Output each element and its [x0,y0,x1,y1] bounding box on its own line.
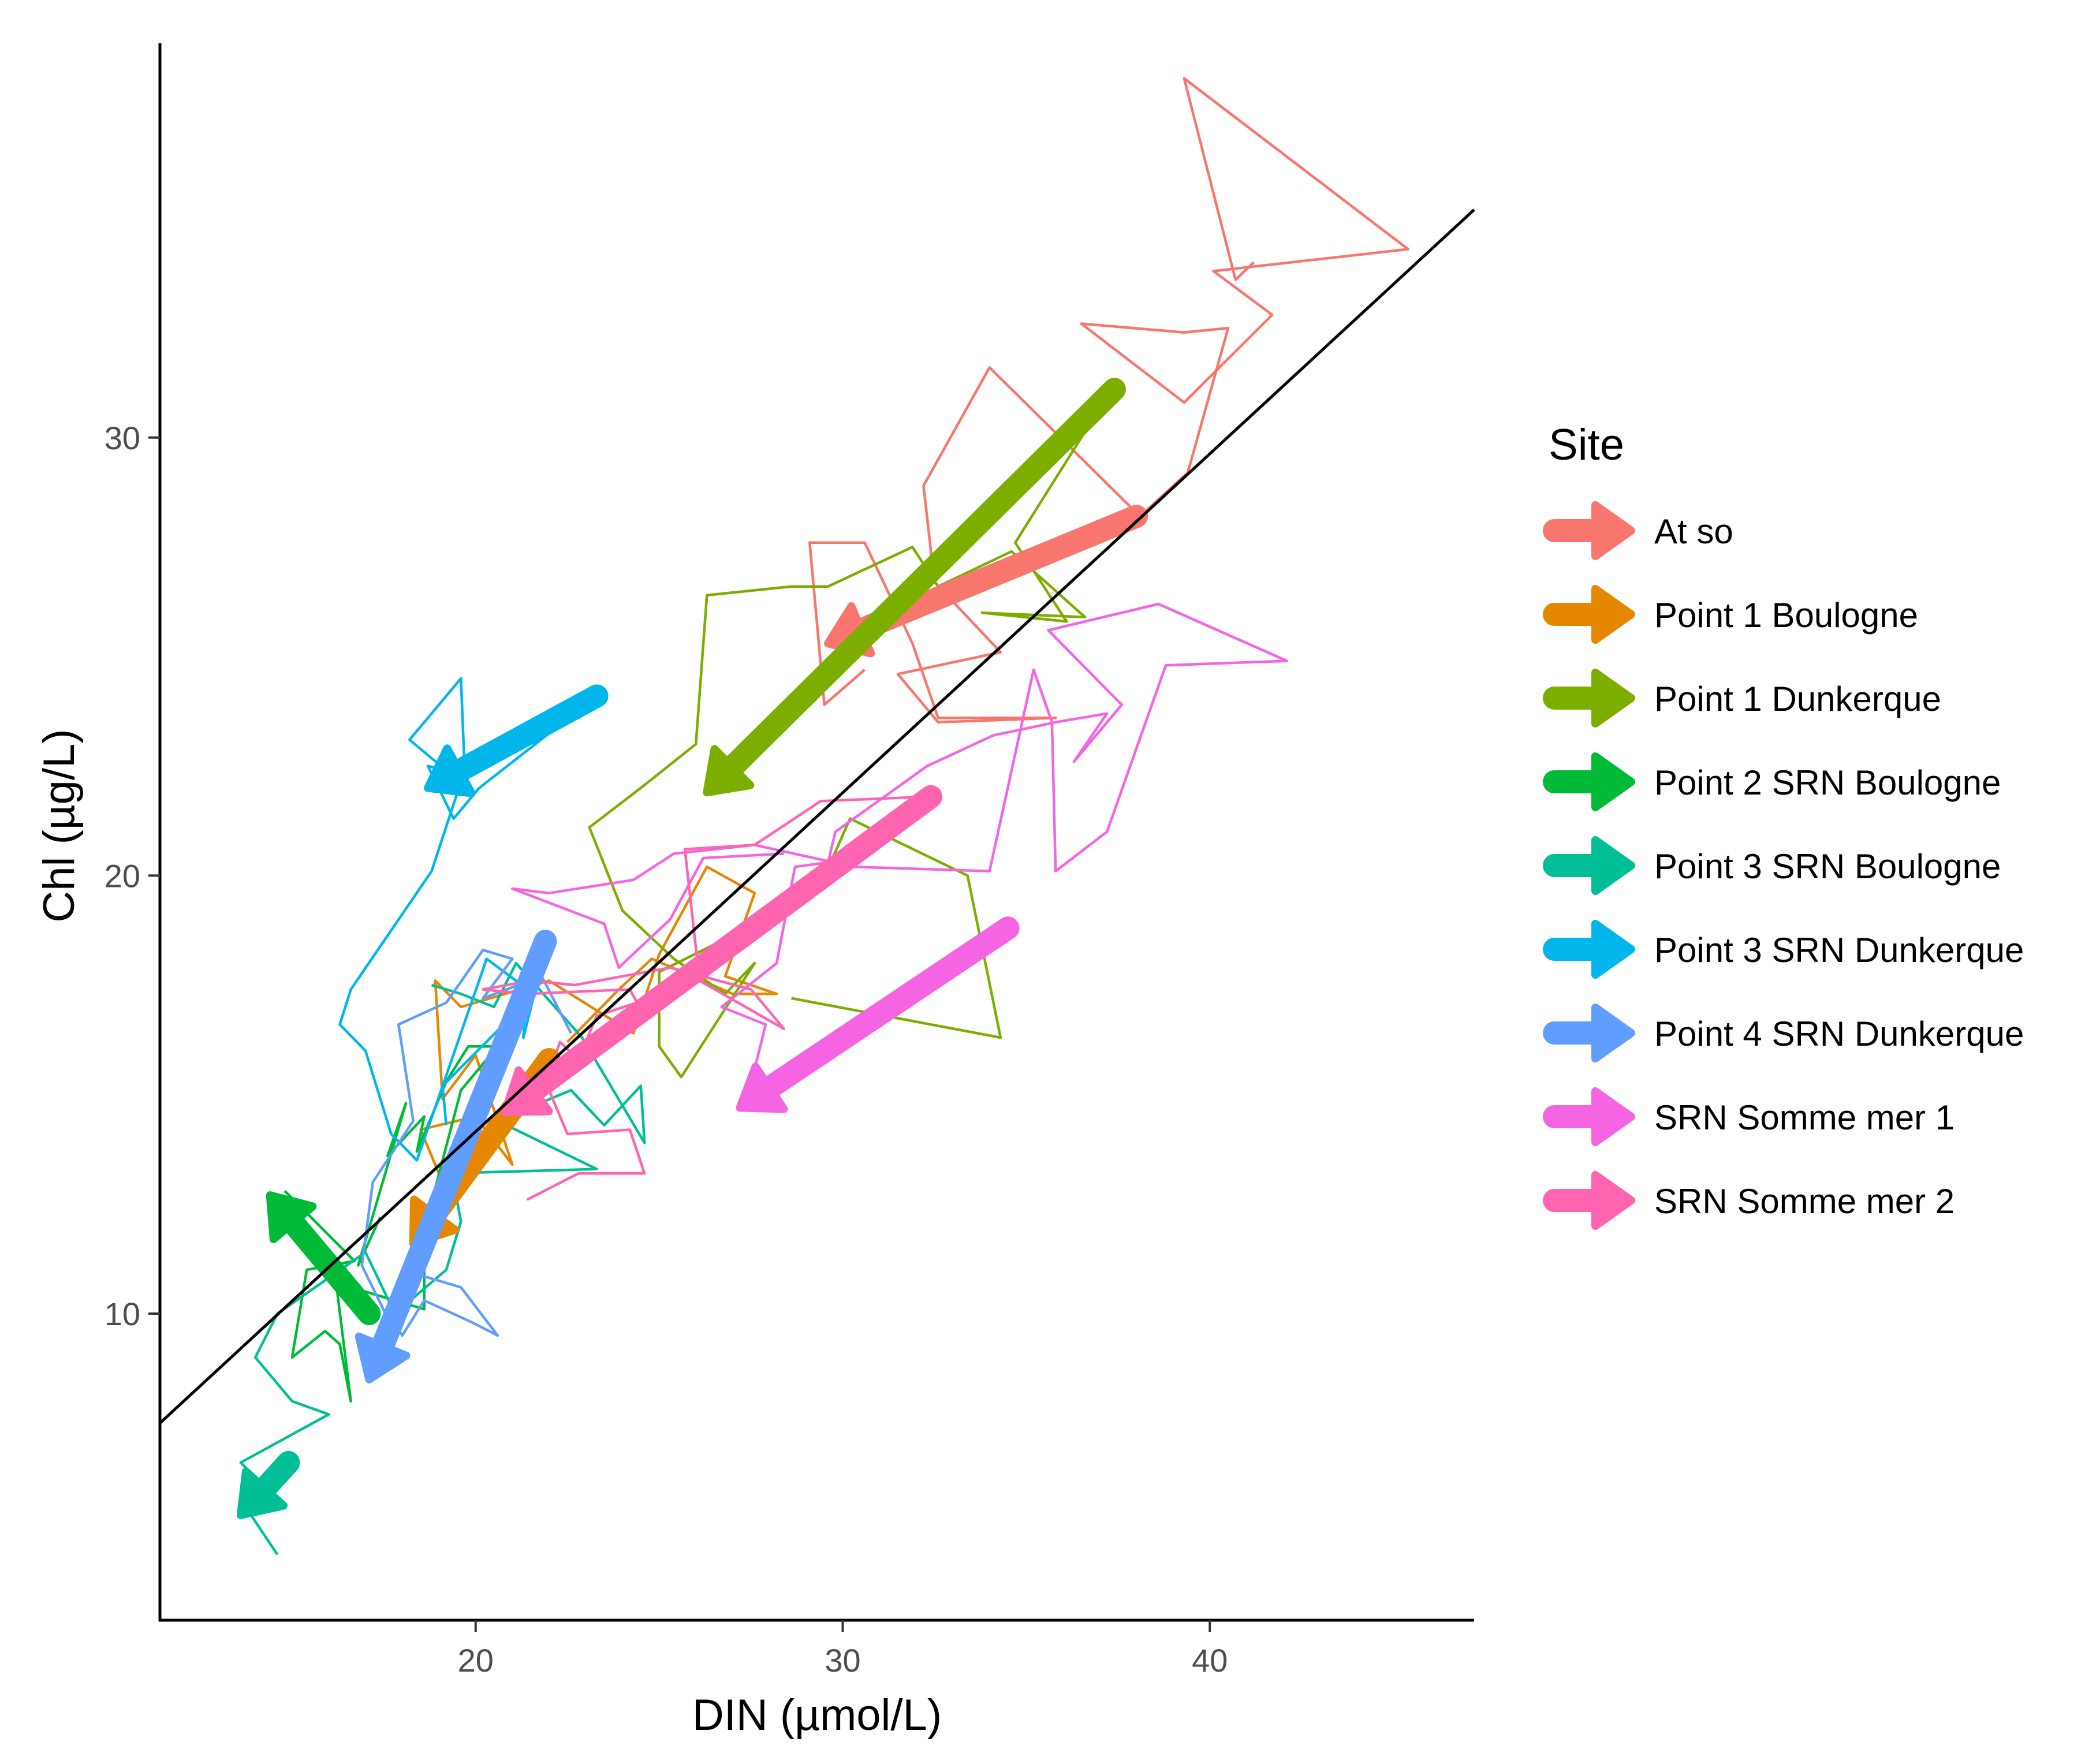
y-tick-label: 20 [105,857,140,894]
trend-arrow-6-head [355,1332,411,1383]
trend-arrow-2-shaft [721,378,1126,779]
legend-label: SRN Somme mer 1 [1654,1098,1955,1137]
series-path-7 [511,602,1289,1099]
trend-arrow-5-head [424,744,476,797]
trend-arrow-4 [236,1450,300,1519]
trend-arrow-7 [736,916,1020,1113]
trend-arrow-3-shaft [281,1211,381,1325]
legend-item: At so [1543,501,1733,560]
y-tick-label: 10 [105,1296,140,1332]
legend-key-3 [1543,752,1635,811]
x-tick-label: 30 [825,1642,860,1679]
trend-arrow-3-head [266,1191,317,1243]
legend-item: Point 1 Dunkerque [1543,669,1941,728]
x-tick-label: 40 [1192,1642,1228,1679]
legend-key-1-head [1591,585,1635,644]
trend-arrow-3 [266,1191,381,1325]
y-ticks: 10 20 30 [105,420,160,1332]
trend-arrow-7-head [736,1062,788,1113]
legend-key-2 [1543,669,1635,728]
trend-arrow-2 [703,378,1126,797]
trend-arrow-8 [501,785,943,1116]
legend-title: Site [1549,420,1624,469]
legend-key-8 [1543,1171,1635,1230]
trend-arrow-layer [236,378,1148,1519]
trend-arrow-4-shaft [253,1450,300,1501]
legend: Site At so Point 1 Boulogne Point 1 Dunker… [1543,420,2024,1230]
legend-key-5 [1543,920,1635,979]
x-tick-label: 20 [458,1642,494,1679]
series-path-6 [360,949,573,1380]
legend-item: SRN Somme mer 2 [1543,1171,1955,1230]
legend-key-3-head [1591,752,1635,811]
legend-key-2-head [1591,669,1635,728]
series-layer [239,77,1409,1556]
legend-label: Point 2 SRN Boulogne [1654,763,2001,802]
legend-item: Point 3 SRN Boulogne [1543,836,2001,895]
legend-item: Point 2 SRN Boulogne [1543,752,2001,811]
trend-arrow-5 [424,684,609,797]
legend-key-0-head [1591,501,1635,560]
trend-arrow-5-shaft [447,684,609,782]
legend-key-6 [1543,1004,1635,1062]
legend-key-0 [1543,501,1635,560]
trend-arrow-7-shaft [758,916,1020,1099]
x-axis-title: DIN (µmol/L) [692,1691,942,1740]
series-path-0 [808,77,1409,724]
legend-items: At so Point 1 Boulogne Point 1 Dunkerque Po… [1543,501,2024,1230]
y-tick-label: 30 [105,420,140,456]
legend-label: SRN Somme mer 2 [1654,1182,1955,1221]
legend-item: Point 3 SRN Dunkerque [1543,920,2024,979]
trend-arrow-8-shaft [522,785,943,1103]
regression-line [159,208,1475,1424]
legend-key-6-head [1591,1004,1635,1062]
trend-arrow-0-shaft [849,505,1148,642]
legend-key-7 [1543,1087,1635,1146]
legend-item: SRN Somme mer 1 [1543,1087,1955,1146]
legend-key-7-head [1591,1087,1635,1146]
legend-label: Point 3 SRN Dunkerque [1654,931,2024,969]
legend-item: Point 4 SRN Dunkerque [1543,1004,2024,1062]
legend-key-4-head [1591,836,1635,895]
legend-label: At so [1654,512,1733,551]
trend-arrow-2-head [703,745,755,797]
trend-arrow-4-head [236,1467,288,1519]
legend-key-8-head [1591,1171,1635,1230]
x-ticks: 20 30 40 [458,1620,1228,1679]
trend-arrow-8-head [501,1066,553,1116]
legend-label: Point 1 Boulogne [1654,596,1918,635]
series-path-1 [419,865,778,1183]
legend-label: Point 3 SRN Boulogne [1654,847,2001,886]
legend-label: Point 1 Dunkerque [1654,680,1941,718]
legend-key-5-head [1591,920,1635,979]
y-axis-title: Chl (µg/L) [35,729,84,922]
legend-key-1 [1543,585,1635,644]
legend-item: Point 1 Boulogne [1543,585,1918,644]
legend-label: Point 4 SRN Dunkerque [1654,1015,2024,1053]
legend-key-4 [1543,836,1635,895]
